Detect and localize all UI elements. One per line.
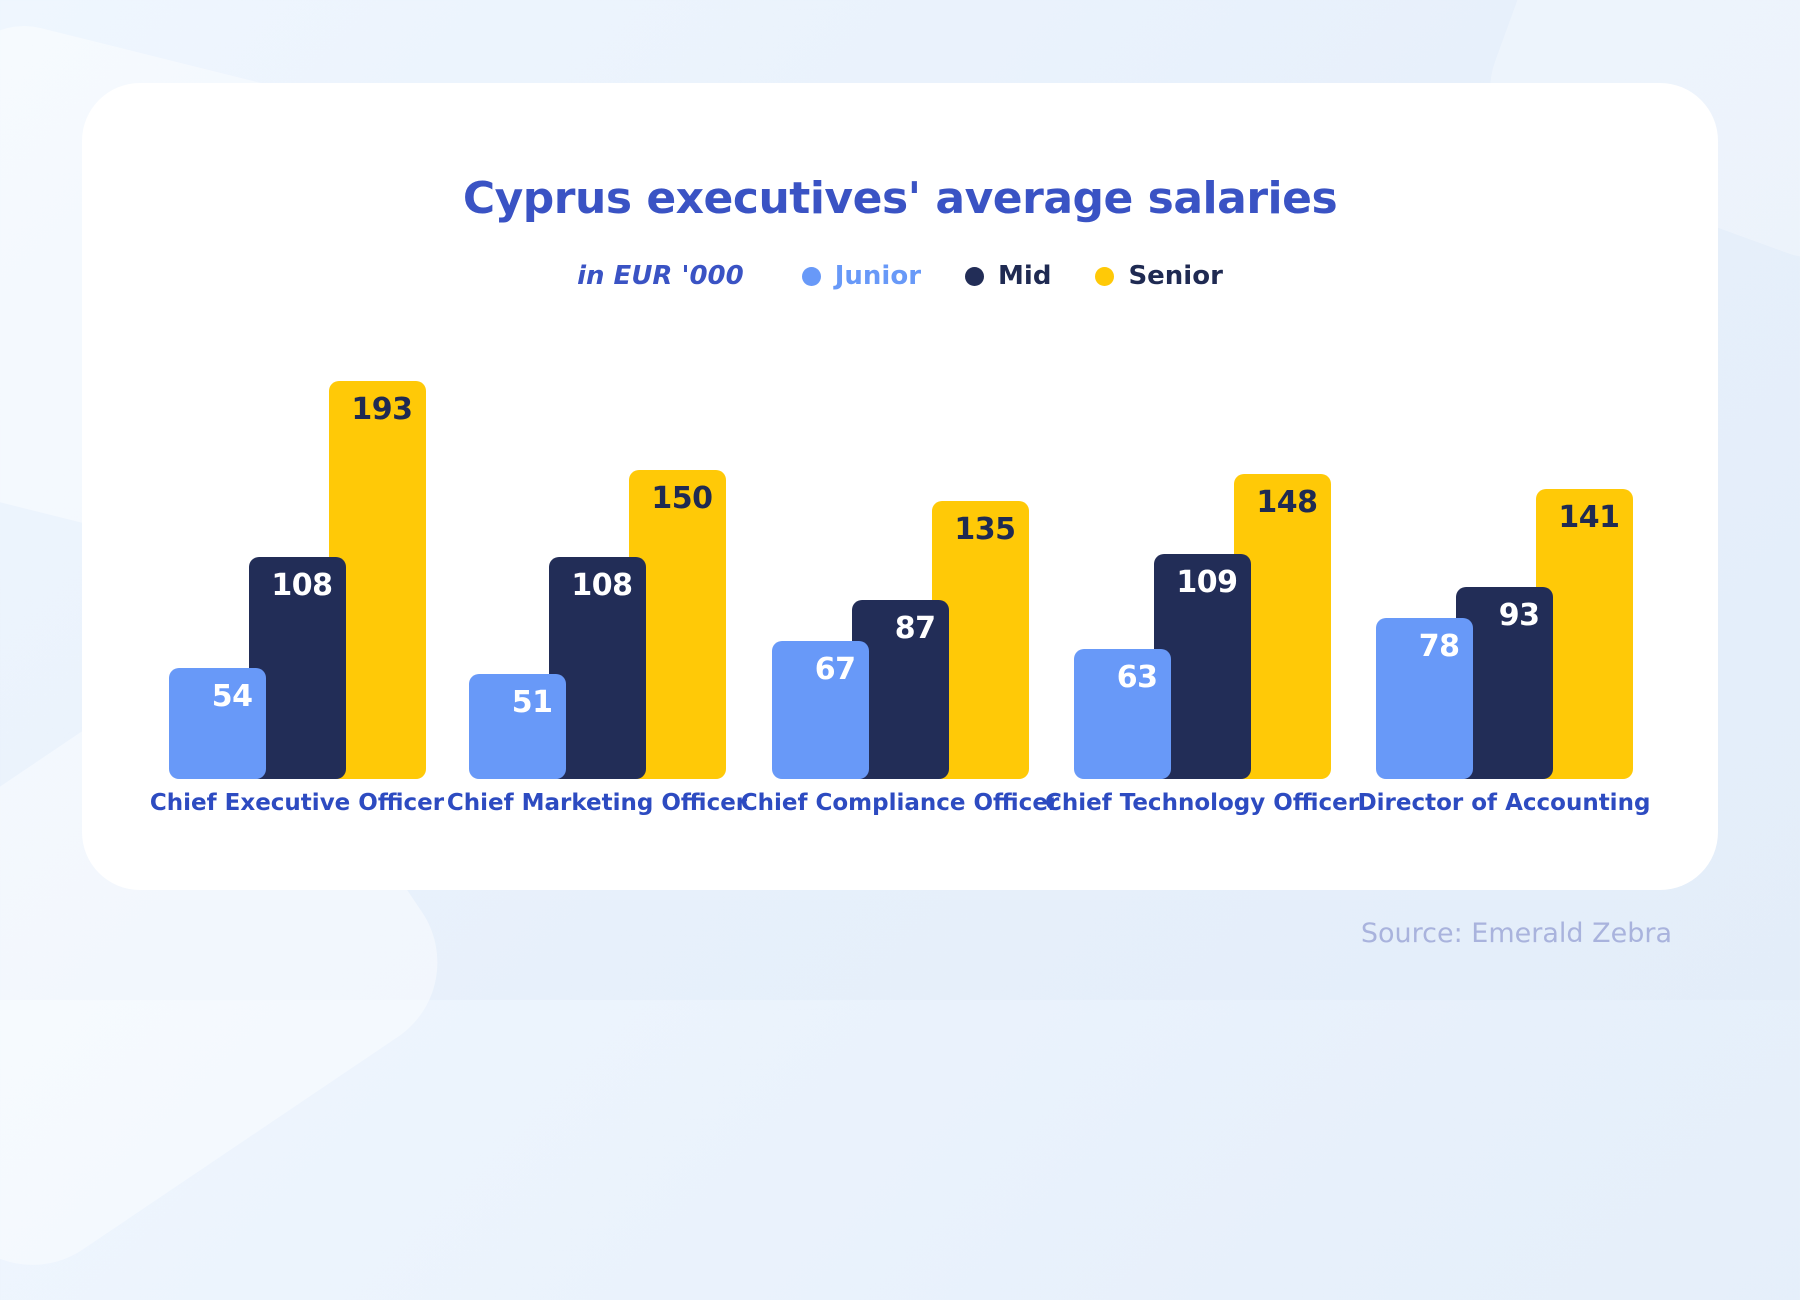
bar-value-junior-chief-marketing-officer: 51	[511, 685, 553, 720]
legend-dot-junior	[801, 266, 821, 286]
bar-value-mid-chief-executive-officer: 108	[271, 568, 333, 603]
bar-junior-chief-technology-officer: 63	[1073, 649, 1171, 779]
bar-value-junior-director-of-accounting: 78	[1418, 629, 1460, 664]
bar-value-senior-chief-compliance-officer: 135	[954, 512, 1016, 547]
legend-label-mid: Mid	[998, 261, 1052, 291]
chart-title: Cyprus executives' average salaries	[462, 173, 1338, 224]
legend-item-junior: Junior	[801, 261, 922, 291]
bar-junior-chief-marketing-officer: 51	[468, 674, 566, 779]
unit-note: in EUR '000	[577, 261, 744, 291]
bar-value-senior-director-of-accounting: 141	[1558, 500, 1620, 535]
legend-item-senior: Senior	[1095, 261, 1223, 291]
chart-legend: in EUR '000 Junior Mid Senior	[82, 261, 1718, 291]
category-label-chief-compliance-officer: Chief Compliance Officer	[740, 790, 1060, 816]
bar-group-chief-marketing-officer: 51 108 150	[468, 83, 726, 779]
bar-group-director-of-accounting: 78 93 141	[1375, 83, 1633, 779]
bar-value-senior-chief-executive-officer: 193	[351, 392, 413, 427]
bar-value-senior-chief-marketing-officer: 150	[651, 481, 713, 516]
bar-group-chief-compliance-officer: 67 87 135	[771, 83, 1029, 779]
category-label-chief-technology-officer: Chief Technology Officer	[1044, 790, 1360, 816]
bar-value-junior-chief-technology-officer: 63	[1116, 660, 1158, 695]
bar-value-mid-chief-compliance-officer: 87	[894, 611, 936, 646]
bar-junior-chief-compliance-officer: 67	[771, 641, 869, 779]
category-label-director-of-accounting: Director of Accounting	[1357, 790, 1651, 816]
legend-label-junior: Junior	[834, 261, 922, 291]
bar-value-senior-chief-technology-officer: 148	[1256, 485, 1318, 520]
page-background: { "title": "Cyprus executives' average s…	[0, 0, 1800, 1000]
source-attribution: Source: Emerald Zebra	[1360, 918, 1672, 949]
chart-card: Cyprus executives' average salaries in E…	[82, 83, 1718, 890]
legend-dot-senior	[1095, 266, 1115, 286]
bar-value-mid-chief-technology-officer: 109	[1176, 565, 1238, 600]
bar-group-chief-technology-officer: 63 109 148	[1073, 83, 1331, 779]
bar-junior-chief-executive-officer: 54	[168, 668, 266, 779]
bar-group-chief-executive-officer: 54 108 193	[168, 83, 426, 779]
bar-value-junior-chief-executive-officer: 54	[211, 679, 253, 714]
bar-value-junior-chief-compliance-officer: 67	[814, 652, 856, 687]
legend-item-mid: Mid	[965, 261, 1051, 291]
legend-dot-mid	[965, 266, 985, 286]
legend-label-senior: Senior	[1128, 261, 1223, 291]
bar-junior-director-of-accounting: 78	[1375, 618, 1473, 779]
bar-chart: Chief Executive Officer 54 108 193 Chief Mar…	[82, 83, 1718, 890]
category-label-chief-marketing-officer: Chief Marketing Officer	[446, 790, 748, 816]
bar-value-mid-chief-marketing-officer: 108	[571, 568, 633, 603]
bar-value-mid-director-of-accounting: 93	[1498, 598, 1540, 633]
category-label-chief-executive-officer: Chief Executive Officer	[149, 790, 445, 816]
